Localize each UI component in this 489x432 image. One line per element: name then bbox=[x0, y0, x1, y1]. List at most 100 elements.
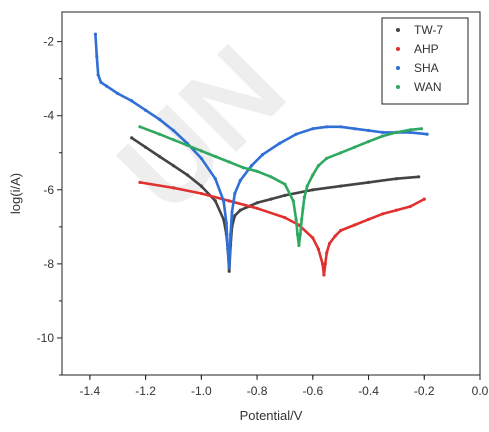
data-point bbox=[269, 175, 273, 179]
data-point bbox=[311, 236, 315, 240]
series-sha bbox=[93, 32, 429, 270]
data-point bbox=[419, 127, 424, 131]
data-point bbox=[298, 232, 302, 236]
data-point bbox=[171, 164, 176, 168]
data-point bbox=[199, 149, 203, 153]
legend-label: SHA bbox=[414, 61, 439, 75]
watermark: UN bbox=[93, 20, 310, 237]
y-tick-label: -8 bbox=[43, 257, 54, 271]
data-point bbox=[316, 164, 320, 168]
data-point bbox=[241, 166, 245, 170]
series-line bbox=[138, 125, 423, 247]
series-ahp bbox=[138, 180, 426, 277]
data-point bbox=[255, 201, 259, 205]
data-point bbox=[238, 208, 242, 212]
data-point bbox=[213, 199, 217, 203]
data-point bbox=[311, 127, 315, 131]
data-point bbox=[394, 208, 398, 212]
data-point bbox=[116, 91, 120, 96]
x-tick-label: -0.4 bbox=[358, 384, 379, 398]
y-tick-label: -6 bbox=[43, 183, 54, 197]
data-point bbox=[353, 223, 357, 227]
data-point bbox=[227, 266, 231, 270]
plot-frame bbox=[61, 11, 481, 376]
data-point bbox=[224, 221, 228, 225]
data-point bbox=[300, 217, 304, 221]
legend-label: AHP bbox=[414, 42, 439, 56]
data-point bbox=[105, 84, 109, 88]
data-point bbox=[325, 156, 329, 160]
data-point bbox=[333, 234, 337, 238]
data-point bbox=[291, 199, 295, 203]
data-point bbox=[339, 184, 343, 188]
data-point bbox=[199, 184, 203, 188]
y-axis: -2 -4 -6 -8 -10 bbox=[37, 35, 62, 376]
x-tick-label: -0.2 bbox=[414, 384, 435, 398]
data-point bbox=[425, 132, 429, 136]
data-point bbox=[93, 32, 97, 36]
data-point bbox=[311, 188, 315, 192]
x-tick-label: -1.2 bbox=[135, 384, 156, 398]
legend-marker bbox=[396, 47, 400, 51]
data-point bbox=[249, 164, 254, 168]
data-point bbox=[261, 153, 265, 157]
data-point bbox=[185, 143, 189, 147]
data-point bbox=[269, 197, 273, 201]
data-point bbox=[380, 130, 385, 134]
y-axis-label: log(i/A) bbox=[8, 173, 23, 214]
series-line bbox=[94, 32, 429, 269]
data-point bbox=[297, 243, 301, 247]
data-point bbox=[230, 210, 234, 214]
data-point bbox=[366, 217, 371, 221]
x-tick-label: 0.0 bbox=[472, 384, 489, 398]
series-wan bbox=[138, 125, 424, 247]
data-point bbox=[394, 177, 398, 181]
plot-border bbox=[61, 11, 481, 376]
series-layer bbox=[93, 32, 429, 277]
data-point bbox=[227, 199, 231, 203]
data-point bbox=[227, 160, 231, 164]
data-point bbox=[130, 136, 134, 140]
y-tick-label: -4 bbox=[43, 109, 54, 123]
data-point bbox=[325, 125, 329, 129]
data-point bbox=[238, 178, 242, 183]
data-point bbox=[95, 54, 99, 59]
data-point bbox=[255, 206, 259, 210]
data-point bbox=[199, 156, 203, 160]
data-point bbox=[295, 232, 300, 236]
data-point bbox=[144, 145, 148, 149]
data-point bbox=[283, 216, 287, 220]
data-point bbox=[422, 197, 426, 201]
data-point bbox=[311, 173, 315, 177]
data-point bbox=[96, 73, 100, 77]
data-point bbox=[297, 223, 301, 227]
data-point bbox=[353, 145, 357, 149]
data-point bbox=[394, 130, 398, 134]
y-tick-label: -2 bbox=[43, 35, 54, 49]
data-point bbox=[99, 80, 103, 84]
legend-marker bbox=[396, 28, 400, 32]
legend-marker bbox=[396, 66, 400, 70]
legend-marker bbox=[396, 85, 400, 89]
legend: TW-7 AHP SHA WAN bbox=[381, 17, 469, 105]
data-point bbox=[339, 125, 343, 129]
data-point bbox=[316, 247, 320, 251]
data-point bbox=[213, 154, 217, 159]
data-point bbox=[157, 132, 162, 136]
data-point bbox=[226, 247, 230, 251]
data-point bbox=[171, 128, 176, 133]
y-tick-label: -10 bbox=[37, 331, 55, 345]
x-tick-label: -1.0 bbox=[191, 384, 212, 398]
data-point bbox=[408, 128, 412, 132]
x-tick-label: -0.8 bbox=[247, 384, 268, 398]
legend-label: WAN bbox=[414, 80, 442, 94]
data-point bbox=[255, 169, 259, 173]
data-point bbox=[322, 273, 326, 277]
data-point bbox=[321, 262, 325, 266]
data-point bbox=[157, 117, 162, 121]
data-point bbox=[213, 177, 217, 181]
data-point bbox=[185, 173, 189, 177]
data-point bbox=[325, 251, 329, 255]
data-point bbox=[199, 191, 203, 196]
